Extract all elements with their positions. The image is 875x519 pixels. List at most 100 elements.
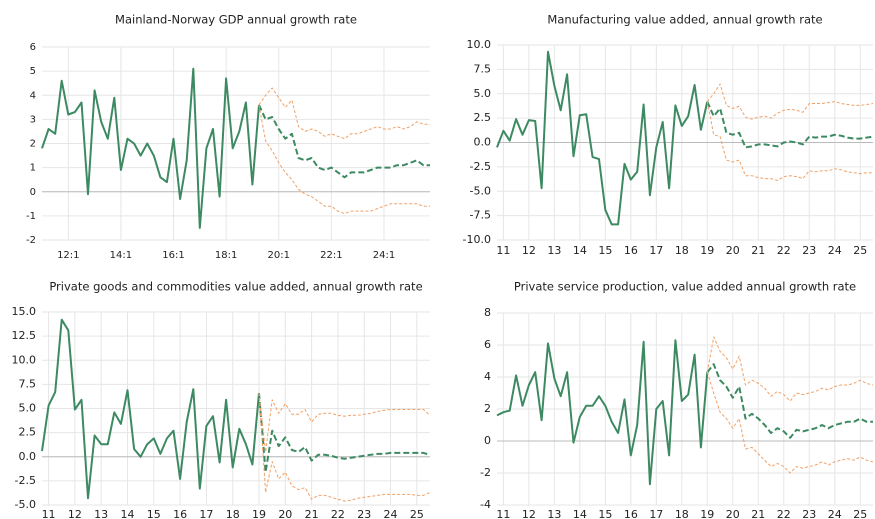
x-tick-label: 14 (573, 508, 587, 519)
x-tick-label: 24 (384, 508, 398, 519)
x-tick-label: 12:1 (57, 250, 79, 261)
y-tick-label: 7.5 (19, 377, 37, 390)
y-tick-label: -7.5 (470, 209, 491, 222)
x-tick-label: 12 (68, 508, 82, 519)
x-tick-label: 19 (700, 244, 714, 257)
y-tick-label: 7.5 (474, 62, 492, 75)
y-tick-label: 15.0 (12, 305, 37, 318)
y-tick-label: 0.0 (19, 450, 37, 463)
x-tick-label: 24 (828, 244, 842, 257)
x-tick-label: 19 (252, 508, 266, 519)
y-tick-label: -4 (480, 498, 491, 511)
forecast-line (706, 101, 873, 181)
y-tick-label: 5.0 (19, 402, 37, 415)
x-tick-label: 17 (199, 508, 213, 519)
x-tick-label: 11 (42, 508, 56, 519)
y-tick-label: -10.0 (463, 233, 491, 246)
x-tick-label: 13 (547, 508, 561, 519)
forecast-line (258, 104, 430, 214)
x-tick-label: 22:1 (320, 250, 342, 261)
y-tick-label: -5.0 (15, 498, 36, 511)
y-tick-label: 2.5 (19, 426, 37, 439)
x-tick-label: 14:1 (110, 250, 132, 261)
y-tick-label: 0.0 (474, 136, 492, 149)
x-tick-label: 24:1 (373, 250, 395, 261)
y-tick-label: 6 (30, 42, 36, 53)
x-tick-label: 20:1 (268, 250, 290, 261)
forecast-line (706, 83, 874, 120)
x-tick-label: 14 (573, 244, 587, 257)
x-tick-label: 16:1 (162, 250, 184, 261)
x-tick-label: 23 (357, 508, 371, 519)
y-tick-label: 12.5 (12, 329, 37, 342)
series-line (496, 339, 709, 486)
y-tick-label: 1 (30, 163, 36, 174)
forecast-line (258, 104, 430, 179)
y-tick-label: 8 (484, 306, 491, 319)
x-tick-label: 21 (305, 508, 319, 519)
forecast-line (706, 101, 874, 149)
x-tick-label: 20 (278, 508, 292, 519)
y-tick-label: 5.0 (474, 87, 492, 100)
x-tick-label: 13 (547, 244, 561, 257)
x-tick-label: 22 (777, 508, 791, 519)
x-tick-label: 15 (598, 244, 612, 257)
x-tick-label: 20 (726, 508, 740, 519)
forecast-line (706, 363, 873, 439)
x-tick-label: 18:1 (215, 250, 237, 261)
y-tick-label: -2 (480, 466, 491, 479)
y-tick-label: 10.0 (467, 38, 492, 51)
series-line (496, 50, 709, 226)
x-tick-label: 12 (522, 508, 536, 519)
y-tick-label: 2 (484, 402, 491, 415)
y-tick-label: -2.5 (470, 160, 491, 173)
y-tick-label: 4 (484, 370, 491, 383)
x-tick-label: 20 (726, 244, 740, 257)
y-tick-label: -2 (26, 235, 36, 246)
chart-title: Mainland-Norway GDP annual growth rate (115, 13, 357, 27)
x-tick-label: 18 (675, 508, 689, 519)
forecast-line (706, 372, 874, 474)
chart-title: Private service production, value added … (514, 280, 856, 294)
x-tick-label: 17 (649, 244, 663, 257)
series-line (41, 67, 260, 229)
x-tick-label: 22 (777, 244, 791, 257)
x-tick-label: 13 (94, 508, 108, 519)
x-tick-label: 17 (649, 508, 663, 519)
x-tick-label: 18 (675, 244, 689, 257)
y-tick-label: -1 (26, 211, 36, 222)
forecast-line (258, 393, 431, 474)
forecast-line (706, 336, 874, 402)
chart-title: Manufacturing value added, annual growth… (547, 13, 822, 27)
x-tick-label: 11 (496, 508, 510, 519)
x-tick-label: 22 (331, 508, 345, 519)
y-tick-label: 0 (30, 187, 36, 198)
x-tick-label: 16 (173, 508, 187, 519)
x-tick-label: 23 (802, 244, 816, 257)
x-tick-label: 21 (751, 508, 765, 519)
series-line (41, 318, 260, 500)
y-tick-label: 10.0 (12, 353, 37, 366)
x-tick-label: 25 (853, 508, 867, 519)
x-tick-label: 14 (120, 508, 134, 519)
x-tick-label: 15 (147, 508, 161, 519)
y-tick-label: -2.5 (15, 474, 36, 487)
y-tick-label: 3 (30, 114, 36, 125)
x-tick-label: 16 (624, 244, 638, 257)
x-tick-label: 11 (496, 244, 510, 257)
x-tick-label: 15 (598, 508, 612, 519)
x-tick-label: 24 (828, 508, 842, 519)
y-tick-label: 4 (30, 90, 36, 101)
forecast-line (258, 393, 431, 502)
y-tick-label: 2.5 (474, 111, 492, 124)
x-tick-label: 23 (802, 508, 816, 519)
x-tick-label: 12 (522, 244, 536, 257)
x-tick-label: 19 (700, 508, 714, 519)
chart-title: Private goods and commodities value adde… (49, 280, 422, 294)
y-tick-label: -5.0 (470, 184, 491, 197)
y-tick-label: 5 (30, 66, 36, 77)
x-tick-label: 25 (410, 508, 424, 519)
x-tick-label: 21 (751, 244, 765, 257)
y-tick-label: 2 (30, 139, 36, 150)
